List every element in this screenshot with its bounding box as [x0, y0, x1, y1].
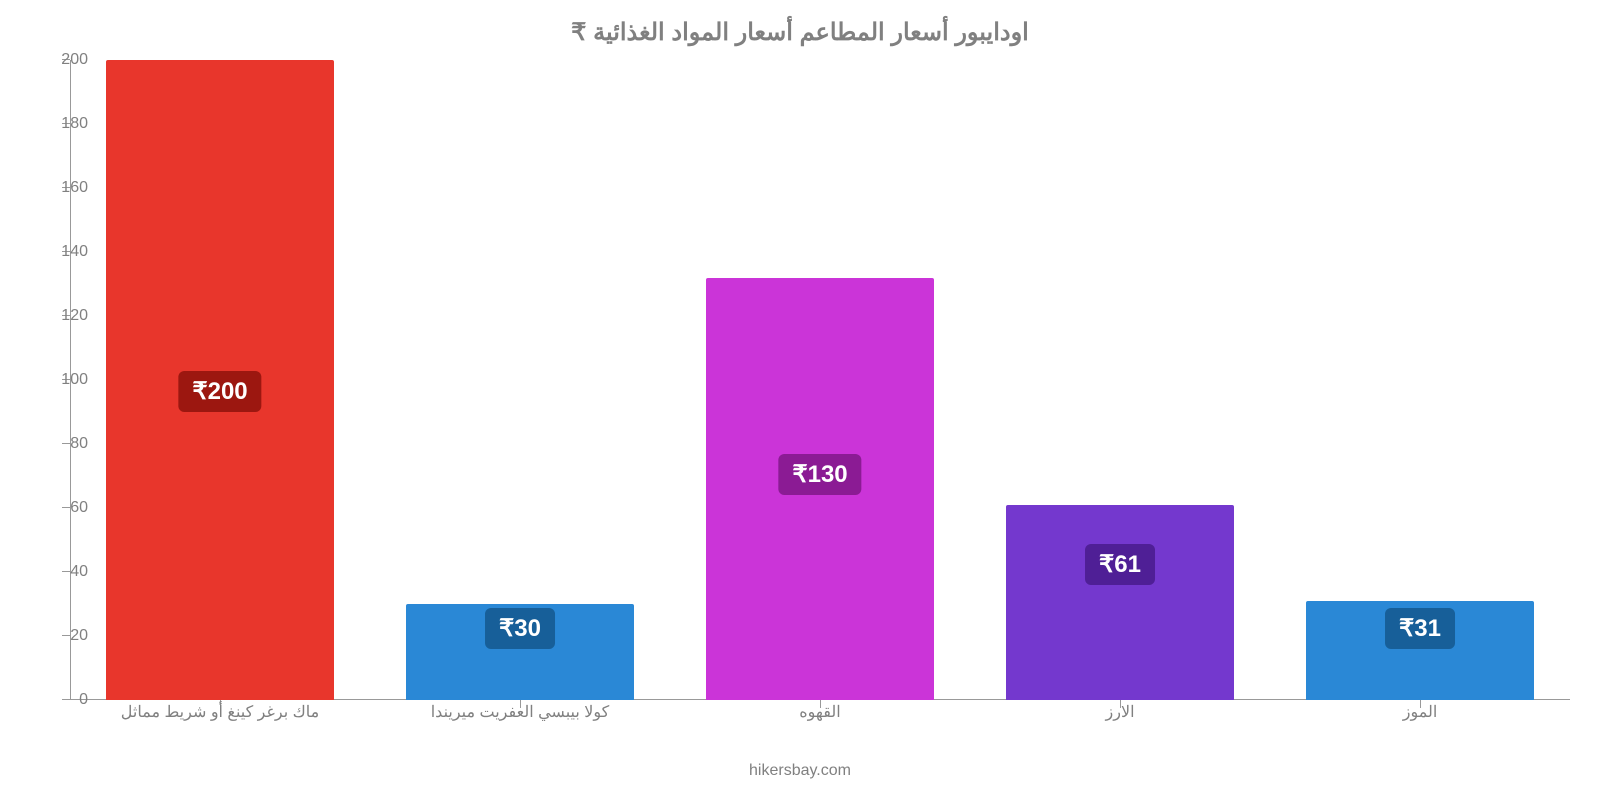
value-badge: ₹61: [1085, 544, 1155, 585]
x-axis-label: ماك برغر كينغ أو شريط مماثل: [70, 702, 370, 722]
bar-slot: ₹61: [970, 60, 1270, 700]
value-badge: ₹31: [1385, 608, 1455, 649]
x-axis-label: الموز: [1270, 702, 1570, 722]
bar-slot: ₹31: [1270, 60, 1570, 700]
chart-title: اودايبور أسعار المطاعم أسعار المواد الغذ…: [0, 18, 1600, 47]
price-bar-chart: اودايبور أسعار المطاعم أسعار المواد الغذ…: [0, 0, 1600, 800]
value-badge: ₹130: [778, 454, 861, 495]
bar-slot: ₹30: [370, 60, 670, 700]
attribution-text: hikersbay.com: [0, 762, 1600, 780]
y-axis-label: 180: [28, 115, 88, 133]
y-axis-label: 120: [28, 307, 88, 325]
bar: ₹130: [706, 278, 934, 700]
y-axis-label: 20: [28, 627, 88, 645]
y-axis-label: 40: [28, 563, 88, 581]
x-axis-label: الارز: [970, 702, 1270, 722]
x-axis-label: القهوه: [670, 702, 970, 722]
value-badge: ₹30: [485, 608, 555, 649]
y-axis-label: 140: [28, 243, 88, 261]
value-badge: ₹200: [178, 371, 261, 412]
y-axis-label: 60: [28, 499, 88, 517]
bars-group: ₹200 ₹30 ₹130 ₹61 ₹31: [70, 60, 1570, 700]
bar: ₹200: [106, 60, 334, 700]
x-axis-labels: ماك برغر كينغ أو شريط مماثلكولا بيبسي ال…: [70, 702, 1570, 722]
y-axis-label: 100: [28, 371, 88, 389]
bar: ₹31: [1306, 601, 1534, 700]
y-axis-label: 200: [28, 51, 88, 69]
bar-slot: ₹130: [670, 60, 970, 700]
bar-slot: ₹200: [70, 60, 370, 700]
y-axis-label: 80: [28, 435, 88, 453]
bar: ₹30: [406, 604, 634, 700]
x-axis-label: كولا بيبسي العفريت ميريندا: [370, 702, 670, 722]
y-axis-label: 160: [28, 179, 88, 197]
bar: ₹61: [1006, 505, 1234, 700]
plot-area: ₹200 ₹30 ₹130 ₹61 ₹31: [70, 60, 1570, 700]
